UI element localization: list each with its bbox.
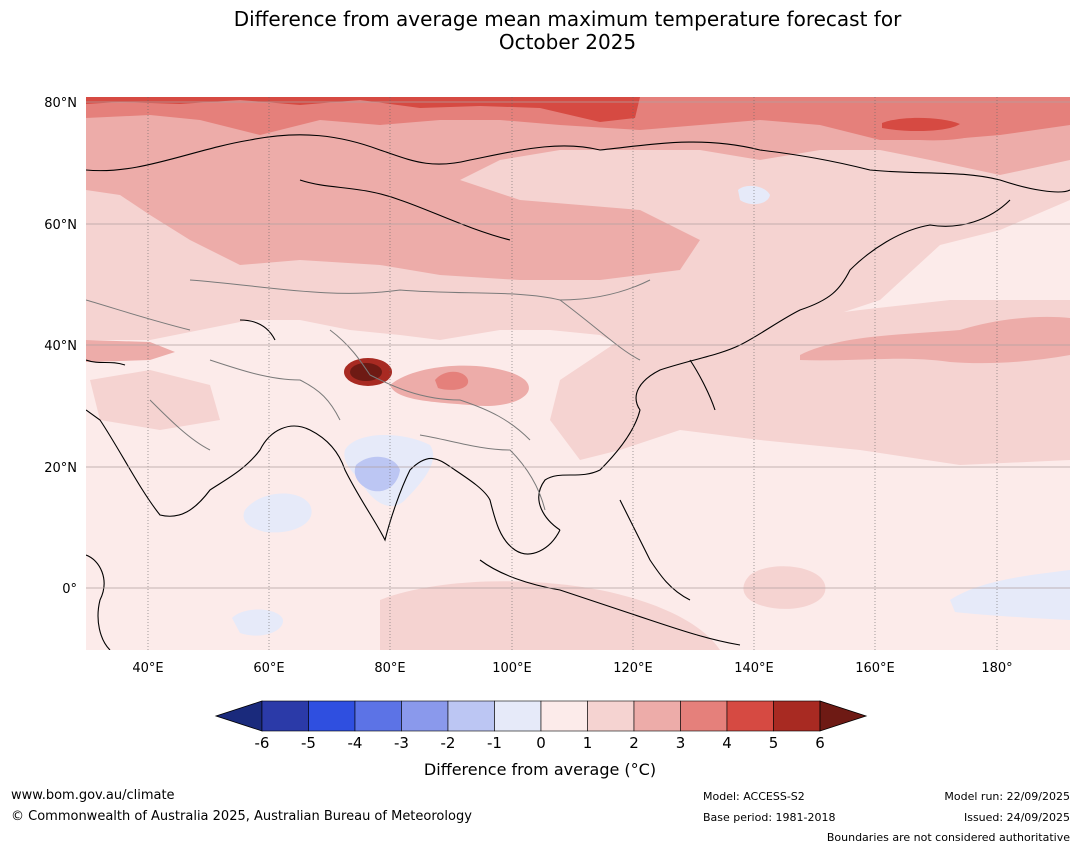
- anomaly-patch-cool-arabian-sea: [243, 493, 312, 533]
- colorbar-segment: [726, 700, 774, 732]
- colorbar-segment: [308, 700, 356, 732]
- anomaly-patch-cool-siberia: [738, 185, 770, 205]
- footer-base-period: Base period: 1981-2018: [703, 811, 836, 824]
- anomaly-patch-cool-indian-ocean: [232, 609, 284, 636]
- lon-label-120e: 120°E: [613, 661, 653, 676]
- lon-label-160e: 160°E: [855, 661, 895, 676]
- colorbar-tick-label: -6: [255, 734, 270, 752]
- colorbar-tick-label: 4: [722, 734, 732, 752]
- colorbar-tick-label: 1: [583, 734, 593, 752]
- lon-label-140e: 140°E: [734, 661, 774, 676]
- footer-model-run: Model run: 22/09/2025: [944, 790, 1070, 803]
- lat-label-0: 0°: [62, 582, 77, 597]
- colorbar-segment: [773, 700, 821, 732]
- anomaly-patch-1-2-arabia: [90, 370, 220, 430]
- latitude-labels: 80°N 60°N 40°N 20°N 0°: [44, 96, 77, 597]
- colorbar-segment: [401, 700, 449, 732]
- colorbar-tick-label: 2: [629, 734, 639, 752]
- colorbar-label: Difference from average (°C): [423, 760, 657, 779]
- colorbar-tick-label: 0: [536, 734, 546, 752]
- footer-issued: Issued: 24/09/2025: [963, 811, 1070, 824]
- anomaly-patch-4-5-east: [882, 117, 960, 132]
- footer-copyright: © Commonwealth of Australia 2025, Austra…: [11, 809, 472, 824]
- lon-label-100e: 100°E: [492, 661, 532, 676]
- colorbar-segment: [354, 700, 402, 732]
- anomaly-patch-cool-pacific: [950, 570, 1070, 620]
- map-area: [86, 97, 1070, 650]
- footer-url[interactable]: www.bom.gov.au/climate: [11, 788, 175, 803]
- colorbar-tick-label: -4: [348, 734, 363, 752]
- anomaly-patch-3-4-tibet: [435, 371, 469, 390]
- anomaly-patch-cool-india-core: [354, 456, 400, 492]
- graticule-parallels: [86, 101, 1070, 589]
- longitude-labels: 40°E 60°E 80°E 100°E 120°E 140°E 160°E 1…: [132, 661, 1012, 676]
- lat-label-60n: 60°N: [44, 218, 77, 233]
- lat-label-80n: 80°N: [44, 96, 77, 111]
- colorbar-tick-label: -5: [301, 734, 316, 752]
- colorbar-segment: [447, 700, 495, 732]
- colorbar-segment: [587, 700, 635, 732]
- colorbar-tick-label: 6: [815, 734, 825, 752]
- colorbar-segment: [540, 700, 588, 732]
- footer-disclaimer: Boundaries are not considered authoritat…: [826, 831, 1070, 844]
- colorbar-segment: [494, 700, 542, 732]
- colorbar-extend-high: [819, 700, 868, 732]
- title-line-2: October 2025: [498, 30, 637, 54]
- colorbar-tick-label: -3: [394, 734, 409, 752]
- coastlines: [86, 134, 1070, 650]
- anomaly-band-2-3-pacific: [800, 316, 1070, 364]
- anomaly-band-2-3-siberia: [86, 97, 1070, 280]
- colorbar-segment: [261, 700, 309, 732]
- lon-label-60e: 60°E: [253, 661, 284, 676]
- graticule-meridians: [147, 97, 998, 650]
- lon-label-40e: 40°E: [132, 661, 163, 676]
- colorbar-tick-label: -2: [441, 734, 456, 752]
- lat-label-20n: 20°N: [44, 461, 77, 476]
- footer-model: Model: ACCESS-S2: [703, 790, 805, 803]
- anomaly-band-2-3-west: [86, 340, 175, 362]
- colorbar-extend-low: [214, 700, 263, 732]
- colorbar-segment: [680, 700, 728, 732]
- anomaly-patch-1-2-pacific: [743, 566, 826, 609]
- anomaly-band-4-5-arctic: [86, 97, 640, 122]
- lat-label-40n: 40°N: [44, 339, 77, 354]
- colorbar-segment: [633, 700, 681, 732]
- colorbar: -6 -5 -4 -3 -2 -1 0 1 2 3 4 5 6: [214, 700, 868, 752]
- lon-label-80e: 80°E: [374, 661, 405, 676]
- colorbar-tick-label: 3: [676, 734, 686, 752]
- title-line-1: Difference from average mean maximum tem…: [233, 7, 902, 31]
- anomaly-band-3-4-arctic: [86, 97, 1070, 140]
- lon-label-180: 180°: [981, 661, 1012, 676]
- colorbar-tick-label: -1: [487, 734, 502, 752]
- anomaly-patch-1-2-indonesia: [380, 581, 720, 650]
- chart-title: Difference from average mean maximum tem…: [0, 8, 1081, 54]
- colorbar-tick-label: 5: [769, 734, 779, 752]
- country-borders: [86, 279, 651, 511]
